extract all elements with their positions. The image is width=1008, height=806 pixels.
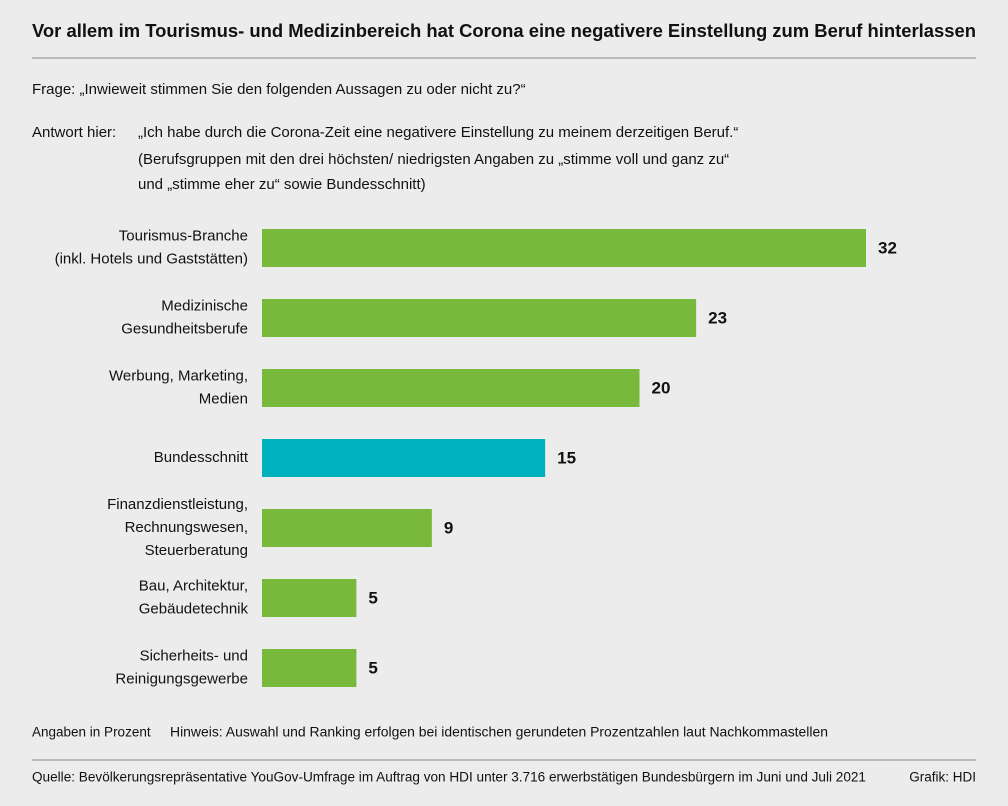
unit-note: Angaben in Prozent xyxy=(32,725,151,740)
category-label: Werbung, Marketing, xyxy=(109,367,248,384)
answer-label: Antwort hier: xyxy=(32,124,116,141)
category-label: Steuerberatung xyxy=(145,542,248,559)
value-label: 20 xyxy=(652,378,671,397)
bar xyxy=(262,579,357,617)
credit: Grafik: HDI xyxy=(909,770,976,785)
bar xyxy=(262,439,546,477)
value-label: 32 xyxy=(878,238,897,257)
value-label: 5 xyxy=(368,658,377,677)
note: Hinweis: Auswahl und Ranking erfolgen be… xyxy=(170,725,828,740)
value-label: 9 xyxy=(444,518,453,537)
category-label: Sicherheits- und xyxy=(140,647,248,664)
category-label: Tourismus-Branche xyxy=(119,227,248,244)
category-label: (inkl. Hotels und Gaststätten) xyxy=(55,250,248,267)
bar xyxy=(262,649,357,687)
category-label: Gebäudetechnik xyxy=(139,600,249,617)
category-label: Medizinische xyxy=(161,297,248,314)
category-label: Finanzdienstleistung, xyxy=(107,496,248,513)
category-label: Rechnungswesen, xyxy=(125,519,248,536)
bar xyxy=(262,229,866,267)
question: Frage: „Inwieweit stimmen Sie den folgen… xyxy=(32,81,526,98)
category-label: Medien xyxy=(199,390,248,407)
value-label: 23 xyxy=(708,308,727,327)
category-label: Bundesschnitt xyxy=(154,449,249,466)
answer-line: „Ich habe durch die Corona-Zeit eine neg… xyxy=(138,124,738,141)
category-label: Gesundheitsberufe xyxy=(121,320,248,337)
bar xyxy=(262,369,640,407)
answer-line: (Berufsgruppen mit den drei höchsten/ ni… xyxy=(138,151,729,168)
value-label: 15 xyxy=(557,448,576,467)
value-label: 5 xyxy=(368,588,377,607)
chart-title: Vor allem im Tourismus- und Medizinberei… xyxy=(32,21,976,41)
answer-line: und „stimme eher zu“ sowie Bundesschnitt… xyxy=(138,176,426,193)
category-label: Reinigungsgewerbe xyxy=(115,670,248,687)
category-label: Bau, Architektur, xyxy=(139,577,248,594)
bar xyxy=(262,299,697,337)
source: Quelle: Bevölkerungsrepräsentative YouGo… xyxy=(32,770,866,785)
bar xyxy=(262,509,432,547)
